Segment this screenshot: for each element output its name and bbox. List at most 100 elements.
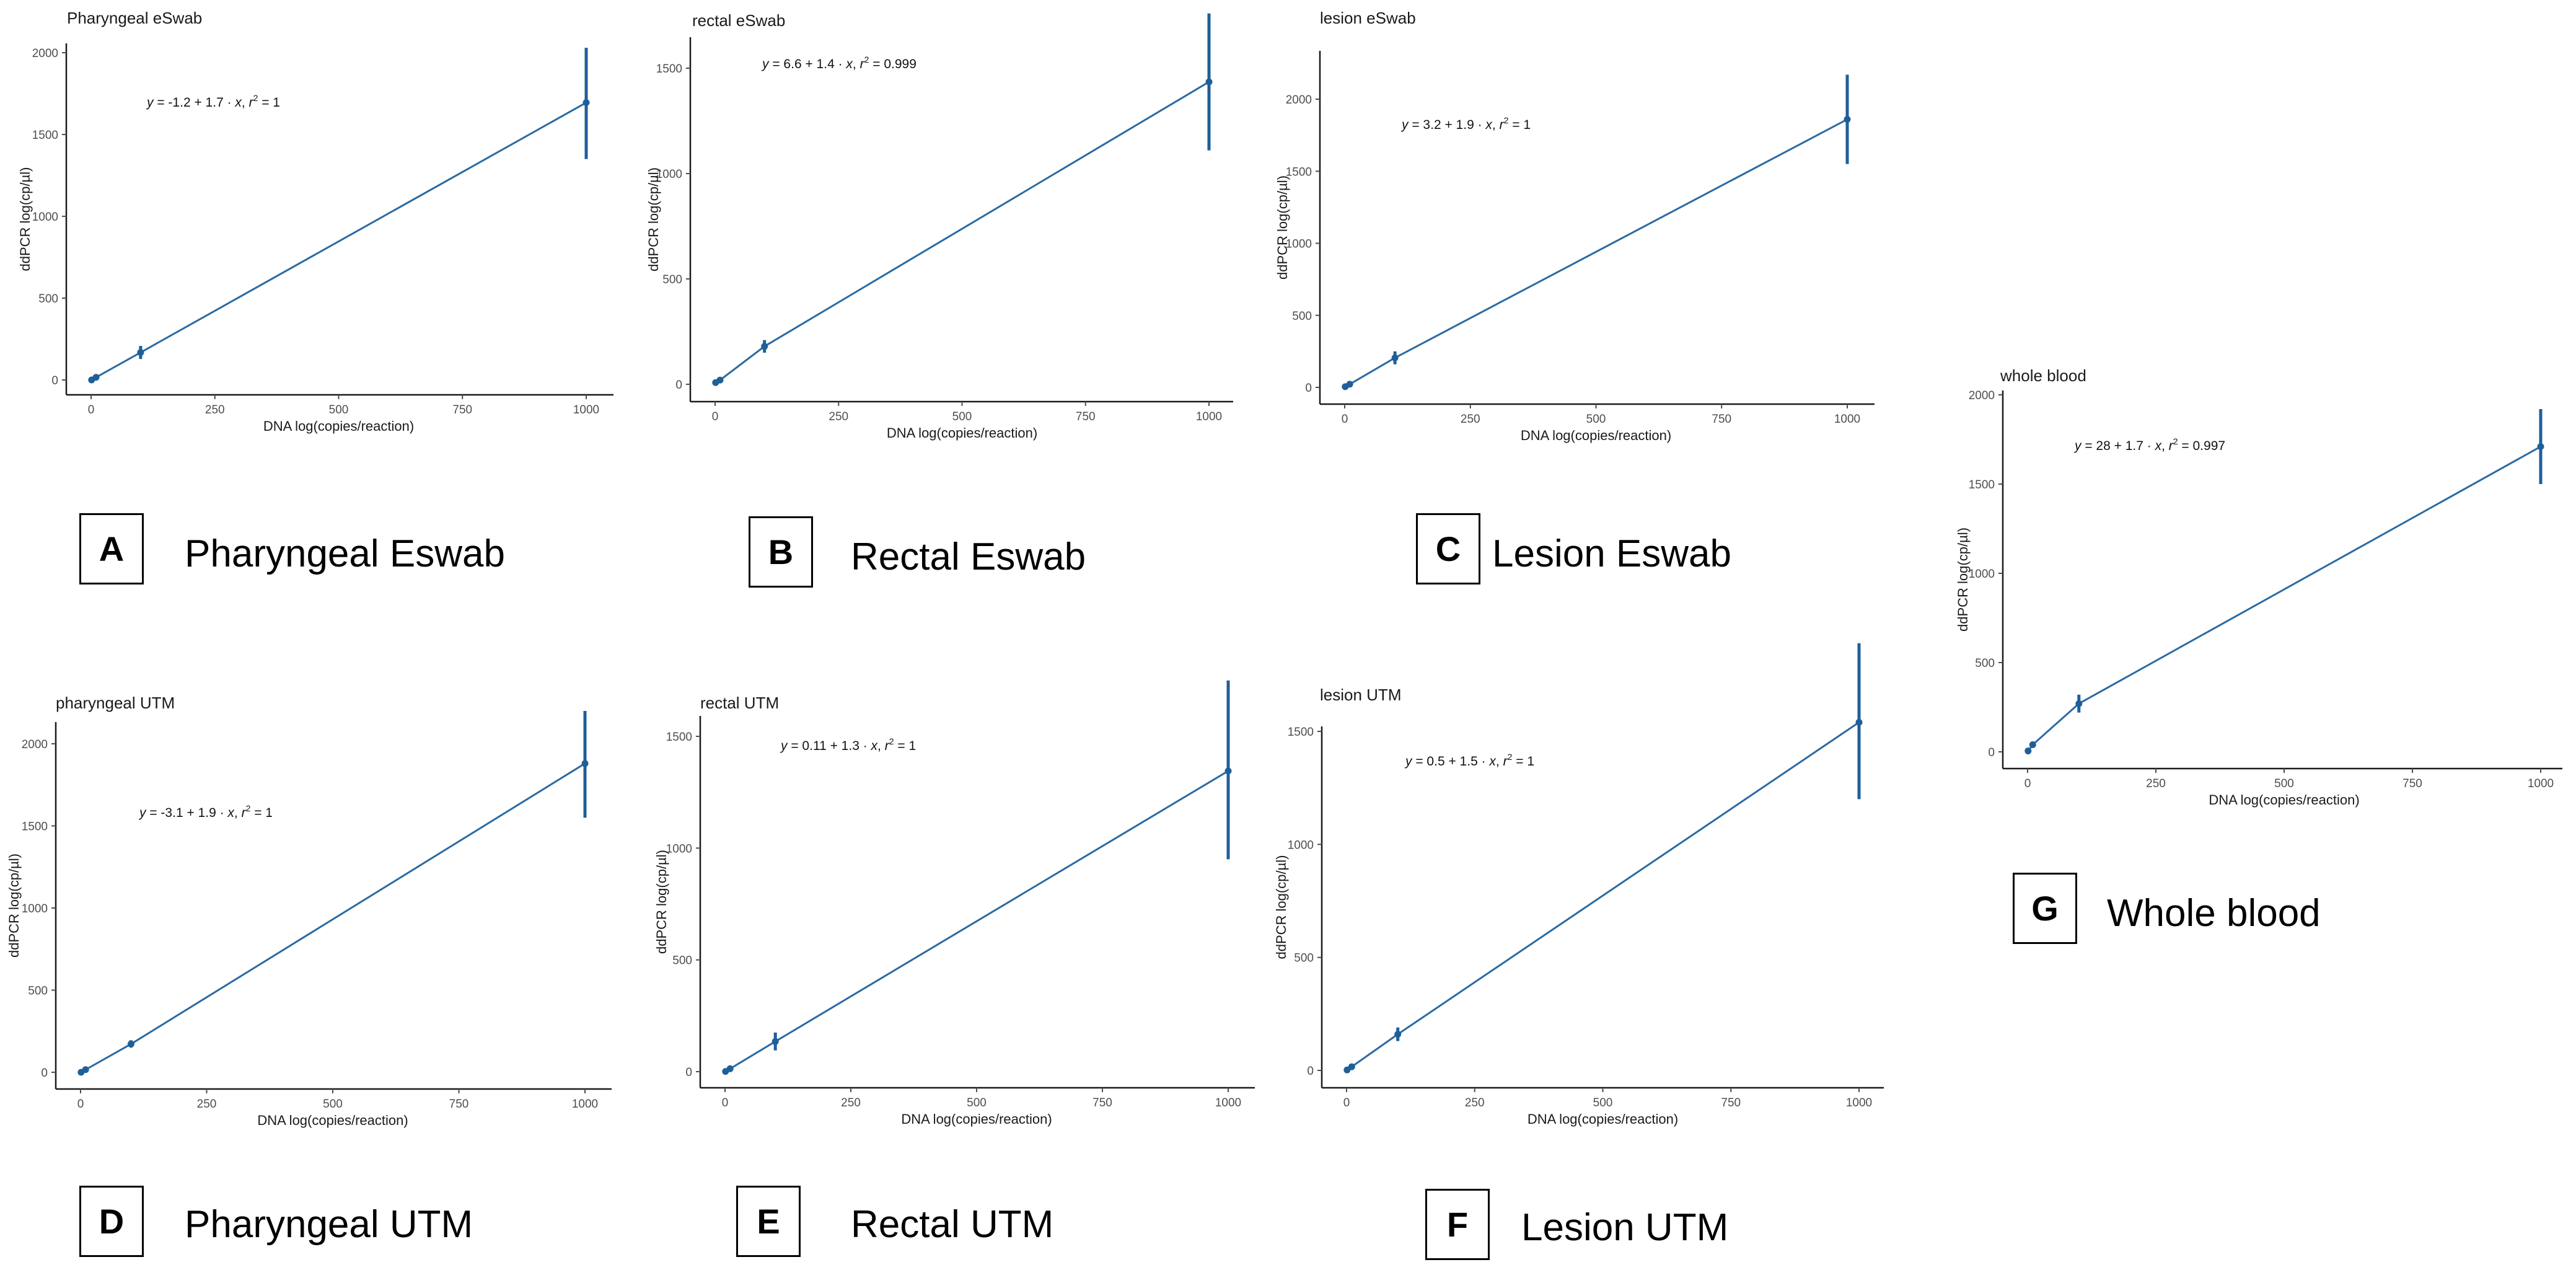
- x-tick-label: 500: [952, 410, 972, 423]
- data-point: [1348, 1063, 1355, 1070]
- regression-equation: y = -3.1 + 1.9 · x, r2 = 1: [138, 803, 273, 820]
- y-tick-label: 0: [675, 379, 682, 392]
- series-line: [2027, 446, 2541, 752]
- panel-D: pharyngeal UTM 0 250 500 750 1000 0 500 1000 1500…: [6, 694, 612, 1128]
- data-point: [1346, 381, 1353, 388]
- data-point: [581, 760, 589, 767]
- data-point: [1224, 767, 1232, 775]
- panel-name-C: Lesion Eswab: [1492, 532, 1732, 575]
- y-axis-label: ddPCR log(cp/µl): [1273, 855, 1289, 959]
- y-tick-label: 1500: [32, 129, 58, 142]
- data-point: [1205, 78, 1213, 86]
- x-tick-label: 1000: [1846, 1096, 1872, 1109]
- y-tick-label: 1500: [22, 821, 48, 834]
- data-point: [1391, 354, 1399, 361]
- panel-name-B: Rectal Eswab: [851, 536, 1086, 578]
- data-point: [1844, 116, 1851, 123]
- y-tick-label: 1000: [22, 902, 48, 915]
- x-tick-label: 500: [967, 1096, 987, 1109]
- y-tick-label: 1000: [666, 842, 692, 855]
- data-point: [582, 99, 590, 107]
- x-tick-label: 250: [841, 1096, 861, 1109]
- x-axis-label: DNA log(copies/reaction): [887, 425, 1037, 441]
- y-tick-label: 2000: [22, 738, 48, 751]
- data-point: [82, 1066, 89, 1074]
- regression-equation: y = -1.2 + 1.7 · x, r2 = 1: [146, 93, 280, 110]
- y-tick-label: 1000: [32, 211, 58, 224]
- panel-title: whole blood: [2000, 366, 2086, 385]
- regression-equation: y = 6.6 + 1.4 · x, r2 = 0.999: [761, 55, 917, 71]
- y-tick-label: 2000: [1286, 94, 1312, 107]
- y-tick-label: 500: [38, 293, 58, 306]
- data-point: [761, 343, 768, 350]
- y-tick-label: 500: [28, 985, 48, 998]
- x-tick-label: 500: [1593, 1096, 1613, 1109]
- data-point: [1855, 718, 1863, 726]
- panel-title: pharyngeal UTM: [56, 694, 175, 712]
- series-line: [91, 102, 587, 381]
- panel-G: whole blood 0 250 500 750 1000 0 500 1000 1500 200…: [1955, 366, 2562, 808]
- x-tick-label: 750: [1092, 1096, 1112, 1109]
- x-tick-label: 500: [323, 1098, 343, 1111]
- y-axis-label: ddPCR log(cp/µl): [6, 853, 22, 958]
- x-tick-label: 750: [1721, 1096, 1741, 1109]
- x-tick-label: 1000: [1215, 1096, 1241, 1109]
- x-tick-label: 0: [1343, 1096, 1350, 1109]
- regression-equation: y = 0.11 + 1.3 · x, r2 = 1: [780, 736, 916, 753]
- series-line: [1346, 721, 1860, 1071]
- y-tick-label: 500: [662, 273, 682, 286]
- x-tick-label: 750: [449, 1098, 469, 1111]
- y-tick-label: 0: [1988, 746, 1995, 759]
- panel-title: lesion UTM: [1320, 686, 1401, 704]
- y-tick-label: 0: [1307, 1065, 1314, 1078]
- x-tick-label: 250: [197, 1098, 217, 1111]
- y-tick-label: 500: [1294, 952, 1314, 965]
- x-tick-label: 0: [88, 403, 95, 417]
- x-axis-label: DNA log(copies/reaction): [263, 418, 414, 434]
- x-tick-label: 500: [1586, 413, 1606, 426]
- panel-letter-D: D: [79, 1186, 144, 1257]
- x-tick-label: 250: [1461, 413, 1480, 426]
- x-tick-label: 250: [829, 410, 848, 423]
- panel-name-G: Whole blood: [2107, 892, 2321, 935]
- y-tick-label: 1500: [656, 63, 682, 76]
- series-line: [715, 81, 1210, 384]
- x-tick-label: 1000: [2528, 777, 2554, 790]
- y-tick-label: 2000: [1969, 389, 1995, 402]
- x-tick-label: 1000: [572, 1098, 598, 1111]
- regression-equation: y = 0.5 + 1.5 · x, r2 = 1: [1404, 752, 1534, 769]
- x-tick-label: 750: [2402, 777, 2422, 790]
- y-tick-label: 1000: [656, 168, 682, 181]
- y-tick-label: 0: [41, 1067, 48, 1080]
- x-axis-label: DNA log(copies/reaction): [901, 1111, 1052, 1127]
- panel-letter-F: F: [1425, 1189, 1490, 1260]
- x-axis-label: DNA log(copies/reaction): [1528, 1111, 1678, 1127]
- x-axis-label: DNA log(copies/reaction): [2209, 792, 2359, 808]
- panel-C: lesion eSwab 0 250 500 750 1000 0 500 1000 1500 20…: [1275, 9, 1875, 443]
- y-tick-label: 500: [1975, 657, 1995, 670]
- panel-letter-E: E: [736, 1186, 801, 1257]
- data-point: [2537, 443, 2544, 451]
- data-point: [716, 376, 724, 384]
- y-tick-label: 1500: [1288, 726, 1314, 739]
- panel-A: Pharyngeal eSwab 0 250 500 750 1000 0 500 1000 15…: [17, 9, 613, 434]
- x-tick-label: 750: [1712, 413, 1731, 426]
- x-tick-label: 250: [205, 403, 225, 417]
- x-tick-label: 750: [1076, 410, 1096, 423]
- x-tick-label: 1000: [573, 403, 599, 417]
- panel-title: rectal UTM: [700, 694, 779, 712]
- y-tick-label: 1000: [1969, 568, 1995, 581]
- panel-letter-A: A: [79, 513, 144, 584]
- regression-equation: y = 3.2 + 1.9 · x, r2 = 1: [1400, 115, 1531, 132]
- x-tick-label: 1000: [1196, 410, 1222, 423]
- x-tick-label: 0: [2024, 777, 2031, 790]
- regression-equation: y = 28 + 1.7 · x, r2 = 0.997: [2073, 436, 2225, 453]
- data-point: [127, 1040, 134, 1047]
- data-point: [137, 349, 144, 356]
- data-point: [726, 1065, 734, 1072]
- x-tick-label: 0: [712, 410, 719, 423]
- x-tick-label: 500: [329, 403, 349, 417]
- panel-letter-G: G: [2013, 873, 2077, 944]
- data-point: [2075, 700, 2083, 707]
